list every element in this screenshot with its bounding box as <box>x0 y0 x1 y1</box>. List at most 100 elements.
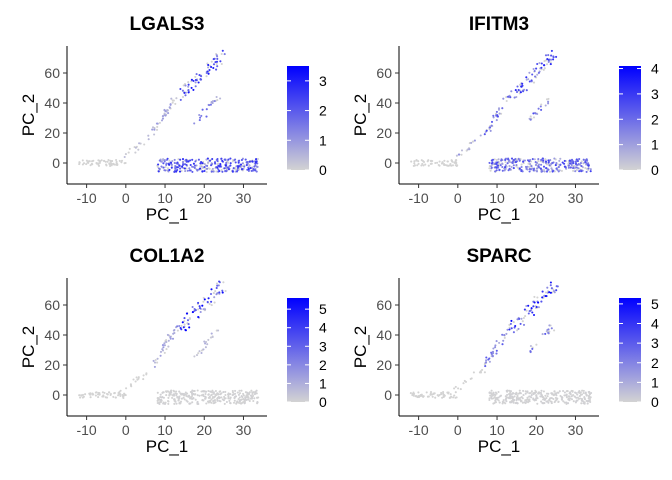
cell-point <box>534 112 537 115</box>
cell-point <box>494 391 497 394</box>
cell-point <box>490 166 493 169</box>
cell-point <box>539 105 542 108</box>
cell-point <box>200 160 203 164</box>
cell-point <box>224 397 227 400</box>
cell-point <box>528 400 531 403</box>
cell-point <box>453 161 457 165</box>
cell-point <box>512 331 515 334</box>
cell-point <box>585 394 588 397</box>
cell-point <box>222 281 225 284</box>
x-tick-label: 0 <box>454 190 462 206</box>
cell-point <box>206 157 209 160</box>
cell-point <box>488 360 491 363</box>
cell-point <box>539 395 542 398</box>
cell-point <box>501 165 504 169</box>
cell-point <box>499 164 502 167</box>
cell-point <box>179 158 182 161</box>
cell-point <box>589 168 592 171</box>
cell-point <box>183 323 186 326</box>
cell-point <box>558 390 561 393</box>
cell-point <box>81 163 84 166</box>
y-tick-label: 20 <box>44 125 60 141</box>
cell-point <box>528 160 531 163</box>
cell-point <box>107 158 110 162</box>
cell-point <box>183 167 186 170</box>
cell-point <box>147 134 150 137</box>
cell-point <box>569 393 572 396</box>
cell-point <box>463 379 466 382</box>
cell-point <box>550 402 553 405</box>
cell-point <box>532 305 535 308</box>
cell-point <box>159 393 162 396</box>
cell-point <box>238 168 241 171</box>
cell-point <box>560 398 564 401</box>
cell-point <box>253 169 257 172</box>
cell-point <box>550 392 553 395</box>
cell-point <box>542 159 545 162</box>
cell-point <box>183 398 186 401</box>
cell-point <box>550 327 553 330</box>
x-tick-label: 10 <box>157 422 173 438</box>
panel-title: LGALS3 <box>130 14 205 35</box>
color-bar <box>619 298 641 402</box>
cell-point <box>175 402 178 405</box>
cell-point <box>193 164 197 167</box>
cell-point <box>527 312 530 315</box>
cell-point <box>490 396 493 399</box>
cell-point <box>555 162 558 165</box>
cell-point <box>165 394 168 397</box>
cell-point <box>187 89 190 92</box>
cell-point <box>200 351 203 355</box>
cell-point <box>546 395 549 398</box>
cell-point <box>519 400 523 403</box>
cell-point <box>207 63 210 67</box>
cell-point <box>198 307 202 310</box>
cell-point <box>537 392 540 395</box>
cell-point <box>191 170 194 173</box>
cell-point <box>189 397 192 400</box>
x-tick-label: 0 <box>122 422 130 438</box>
cell-point <box>483 133 486 136</box>
cell-point <box>168 163 171 166</box>
cell-point <box>499 395 502 398</box>
cell-point <box>542 398 545 401</box>
cell-point <box>227 397 230 400</box>
cell-point <box>563 394 566 397</box>
cell-point <box>542 161 545 164</box>
cell-point <box>553 291 556 294</box>
cell-point <box>183 91 186 94</box>
cell-point <box>452 396 455 399</box>
cell-point <box>508 167 511 170</box>
cell-point <box>518 389 521 392</box>
cell-point <box>575 166 578 169</box>
cell-point <box>115 158 118 162</box>
cell-point <box>462 382 465 385</box>
cell-point <box>165 163 168 166</box>
cell-point <box>542 68 545 71</box>
cell-point <box>184 329 187 332</box>
cell-point <box>177 399 180 402</box>
cell-point <box>242 392 245 395</box>
cell-point <box>571 389 574 393</box>
cell-point <box>484 361 488 364</box>
cell-point <box>216 157 219 161</box>
cell-point <box>237 398 240 401</box>
cell-point <box>214 401 217 404</box>
cell-point <box>557 400 560 403</box>
cell-point <box>207 72 210 75</box>
color-bar <box>287 66 309 170</box>
cell-point <box>249 397 252 400</box>
cell-point <box>135 376 138 379</box>
cell-point <box>500 159 503 162</box>
cell-point <box>518 317 521 320</box>
expression-legend: 0 1 2 3 4 <box>619 61 659 178</box>
cell-point <box>569 391 572 394</box>
cell-point <box>488 398 491 402</box>
cell-point <box>562 389 565 393</box>
cell-point <box>123 392 126 395</box>
cell-point <box>206 400 210 403</box>
cell-point <box>132 378 135 381</box>
cell-point <box>176 325 179 328</box>
cell-point <box>563 162 566 165</box>
cell-point <box>574 170 577 173</box>
